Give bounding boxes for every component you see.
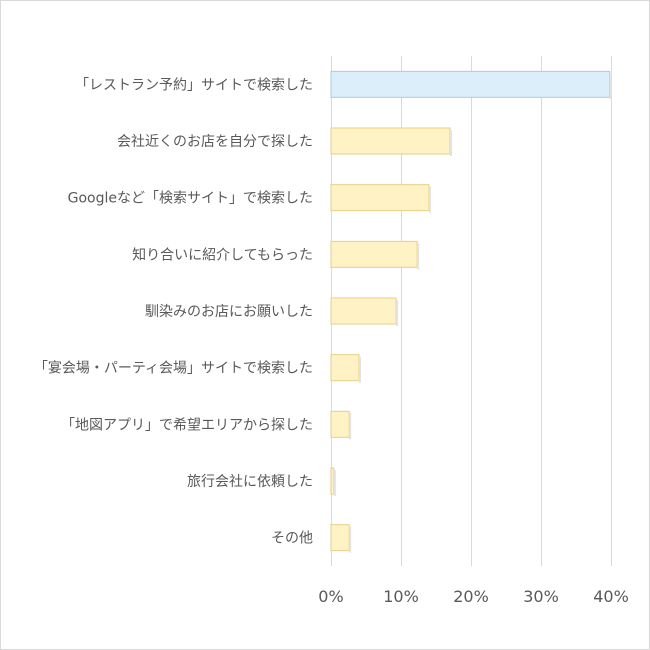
bar-shadow (349, 526, 352, 553)
category-label: 知り合いに紹介してもらった (132, 246, 313, 263)
bar (330, 354, 360, 382)
x-tick-label: 30% (523, 587, 559, 606)
x-tick-label: 40% (593, 587, 629, 606)
bar-shadow (609, 73, 612, 100)
x-axis-tick-labels: 0% 10% 20% 30% 40% (318, 587, 628, 606)
bar (330, 297, 397, 325)
category-label: 旅行会社に依頼した (187, 474, 313, 490)
x-tick-label: 20% (453, 587, 489, 606)
bar (330, 467, 335, 495)
bar (330, 127, 451, 155)
category-label: 「レストラン予約」サイトで検索した (75, 76, 313, 93)
bar (330, 524, 350, 552)
bar-shadow (429, 186, 431, 213)
bar-shadow (417, 243, 420, 270)
category-label: 「地図アプリ」で希望エリアから探した (61, 417, 313, 433)
category-label: その他 (271, 531, 313, 547)
bar-shadow (359, 356, 361, 383)
category-label: Googleなど「検索サイト」で検索した (68, 190, 313, 207)
x-tick-label: 10% (383, 587, 419, 606)
x-tick-label: 0% (318, 587, 343, 606)
bars (330, 70, 612, 553)
category-label: 会社近くのお店を自分で探した (117, 134, 313, 150)
bar (330, 70, 611, 98)
bar (330, 410, 350, 438)
bar (330, 184, 430, 212)
bar-shadow (333, 470, 336, 496)
category-label: 「宴会場・パーティ会場」サイトで検索した (34, 360, 313, 377)
bar-shadow (349, 413, 352, 440)
bar-shadow (450, 130, 452, 156)
bar (330, 240, 418, 268)
category-label: 馴染みのお店にお願いした (145, 304, 313, 320)
bar-shadow (396, 300, 399, 326)
